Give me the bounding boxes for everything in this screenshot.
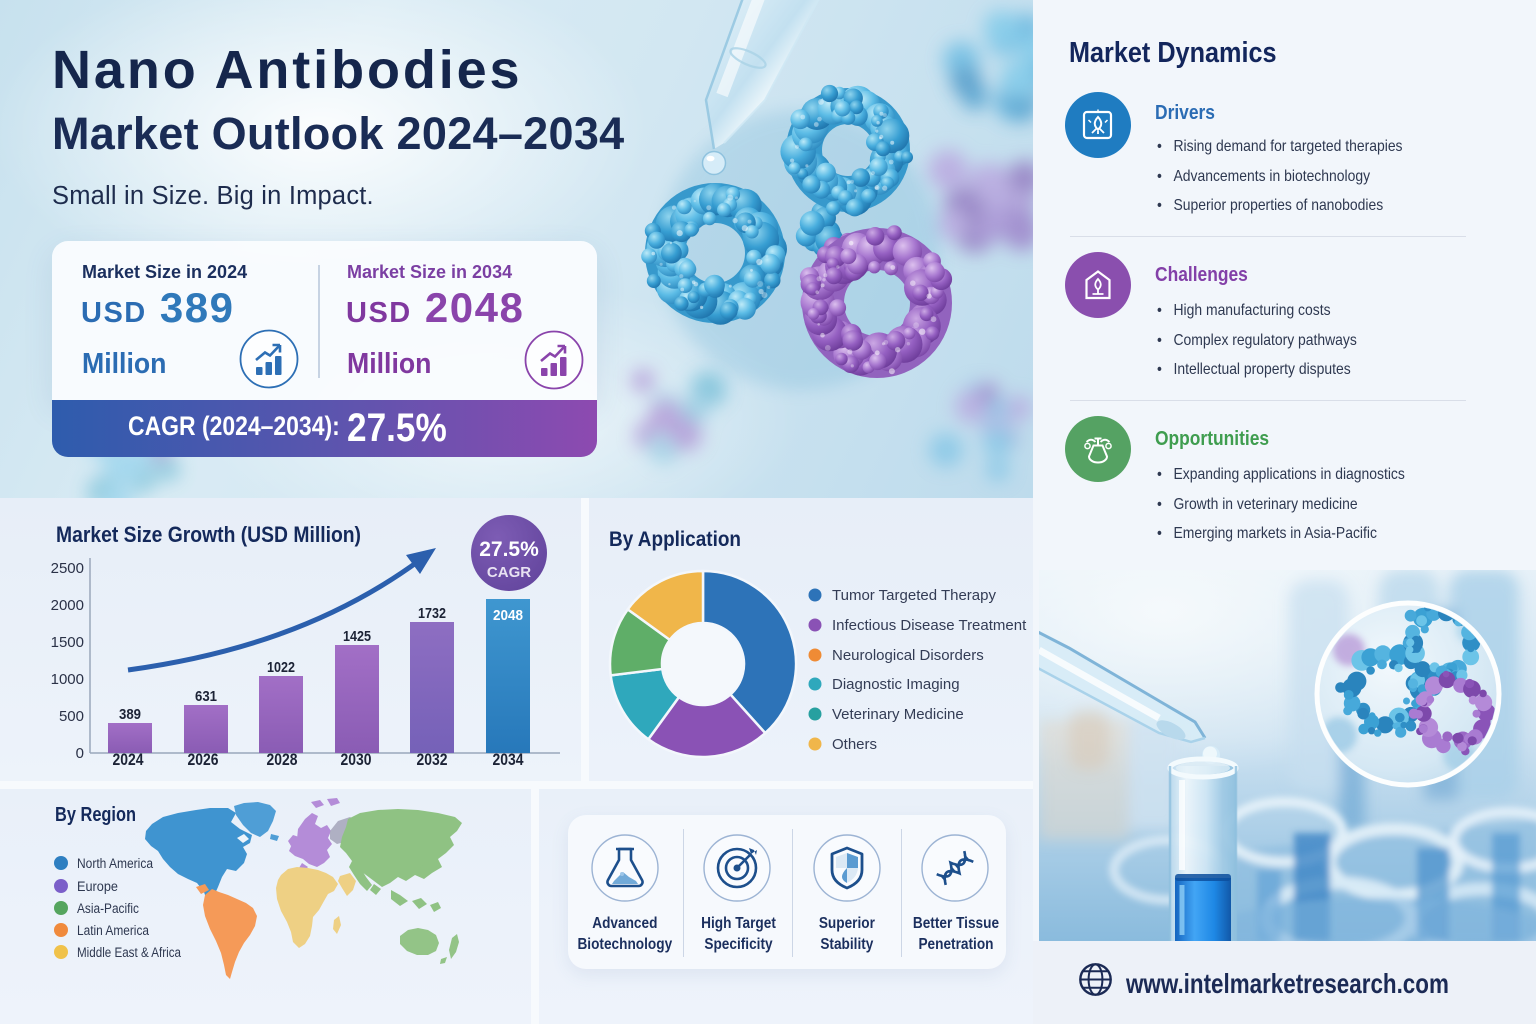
svg-text:Veterinary Medicine: Veterinary Medicine (832, 706, 964, 723)
svg-text:2048: 2048 (493, 607, 523, 624)
svg-text:By Region: By Region (55, 804, 136, 826)
svg-text:2028: 2028 (267, 750, 298, 769)
svg-text:Others: Others (832, 736, 877, 753)
svg-text:Neurological Disorders: Neurological Disorders (832, 647, 984, 664)
svg-text:1022: 1022 (267, 659, 295, 676)
svg-text:1500: 1500 (51, 634, 84, 651)
svg-text:27.5%: 27.5% (479, 538, 539, 561)
svg-text:CAGR: CAGR (487, 564, 531, 581)
svg-text:1732: 1732 (418, 605, 446, 622)
svg-text:2030: 2030 (341, 750, 372, 769)
svg-text:2000: 2000 (51, 597, 84, 614)
svg-text:Europe: Europe (77, 879, 118, 894)
svg-text:2032: 2032 (417, 750, 448, 769)
svg-text:389: 389 (119, 706, 141, 723)
svg-text:1425: 1425 (343, 628, 371, 645)
svg-text:2500: 2500 (51, 560, 84, 577)
svg-text:Tumor Targeted Therapy: Tumor Targeted Therapy (832, 587, 996, 604)
svg-text:North America: North America (77, 856, 153, 871)
svg-text:Middle East & Africa: Middle East & Africa (77, 945, 181, 960)
svg-text:Market Size Growth (USD Millio: Market Size Growth (USD Million) (56, 522, 361, 547)
svg-text:1000: 1000 (51, 671, 84, 688)
svg-text:By Application: By Application (609, 528, 741, 551)
svg-text:0: 0 (76, 745, 84, 762)
svg-text:2024: 2024 (113, 750, 144, 769)
svg-text:2026: 2026 (188, 750, 219, 769)
svg-text:Diagnostic Imaging: Diagnostic Imaging (832, 676, 960, 693)
svg-text:2034: 2034 (493, 750, 524, 769)
svg-text:631: 631 (195, 688, 217, 705)
svg-text:Asia-Pacific: Asia-Pacific (77, 901, 139, 916)
svg-text:500: 500 (59, 708, 84, 725)
svg-text:Infectious Disease Treatment: Infectious Disease Treatment (832, 617, 1027, 634)
svg-text:Latin America: Latin America (77, 923, 149, 938)
